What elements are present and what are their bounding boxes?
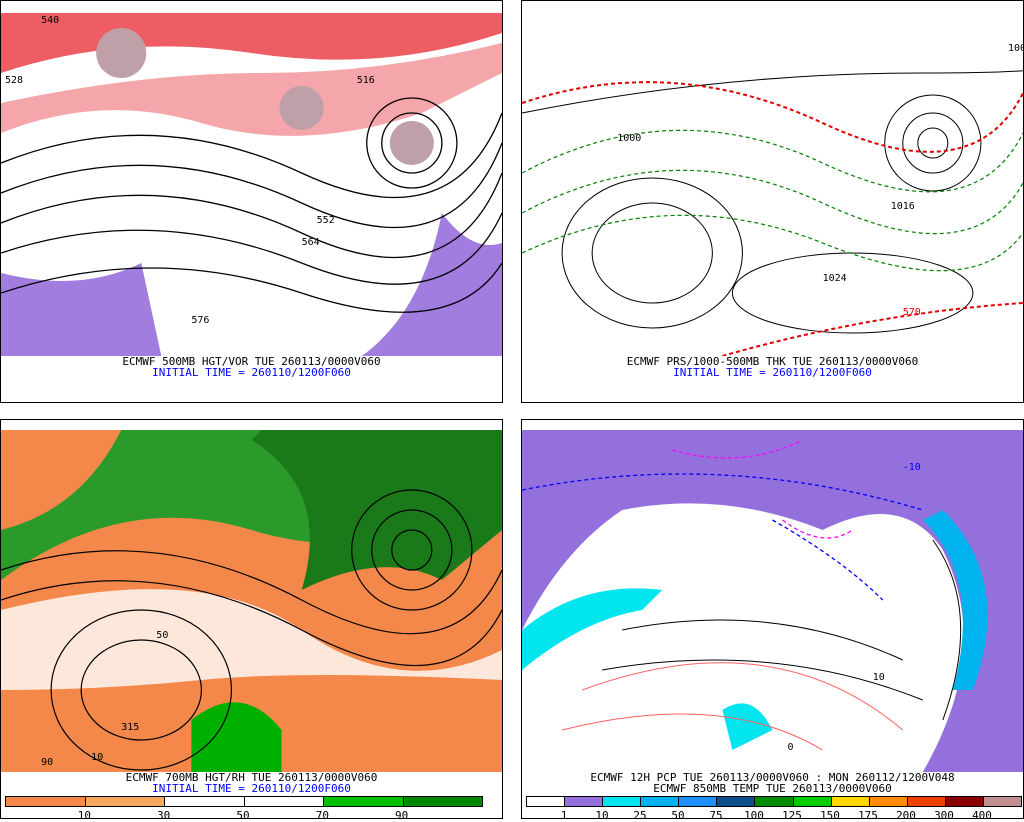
colorbar-swatch (244, 797, 324, 806)
contour-label: 516 (357, 75, 375, 86)
panel-caption: ECMWF 500MB HGT/VOR TUE 260113/0000V060 (122, 355, 381, 368)
contour-label: -10 (903, 462, 921, 473)
contour-label: 564 (302, 237, 320, 248)
contour-label: 528 (5, 75, 23, 86)
colorbar-label: 30 (157, 809, 171, 822)
colorbar-swatch (755, 797, 794, 806)
colorbar-label: 1 (560, 809, 568, 822)
colorbar-swatch (717, 797, 756, 806)
contour-label: 10 (873, 672, 885, 683)
colorbar-label: 125 (782, 809, 802, 822)
contour-label: 1016 (891, 201, 915, 212)
colorbar-label: 70 (315, 809, 329, 822)
colorbar-label: 150 (820, 809, 840, 822)
colorbar-label: 50 (236, 809, 250, 822)
colorbar-label: 10 (595, 809, 609, 822)
initial-time: INITIAL TIME = 260110/1200F060 (152, 782, 351, 795)
initial-time: INITIAL TIME = 260110/1200F060 (673, 366, 872, 379)
colorbar-swatch (869, 797, 908, 806)
colorbar-swatch (983, 797, 1022, 806)
colorbar-label: 100 (744, 809, 764, 822)
contour-label: 540 (41, 15, 59, 26)
colorbar-swatch (907, 797, 946, 806)
panel-caption: ECMWF 700MB HGT/RH TUE 260113/0000V060 (125, 771, 378, 784)
contour-label: 1024 (823, 273, 847, 284)
panel-precip-850temp: -10 0 10 ECMWF 12H PCP TUE 260113/0000V0… (521, 419, 1024, 822)
colorbar-swatch (403, 797, 482, 806)
colorbar-swatch (6, 797, 86, 806)
precip-colorbar (526, 796, 1022, 807)
colorbar-swatch (85, 797, 165, 806)
contour-label: 552 (317, 215, 335, 226)
colorbar-swatch (165, 797, 245, 806)
contour-label: 1000 (617, 133, 641, 144)
panel-pressure-thickness: 1000 1008 1016 1024 570 ECMWF PRS/1000-5… (521, 0, 1024, 403)
contour-label: 50 (156, 630, 168, 641)
colorbar-label: 25 (633, 809, 647, 822)
contour-label: 1008 (1008, 43, 1023, 54)
contour-label: 315 (121, 722, 139, 733)
colorbar-swatch (565, 797, 604, 806)
precip-colorbar-labels: 1 10 25 50 75 100 125 150 175 200 300 400 (526, 809, 1020, 822)
colorbar-swatch (679, 797, 718, 806)
colorbar-label: 10 (77, 809, 91, 822)
colorbar-swatch (527, 797, 566, 806)
panel-caption: ECMWF 12H PCP TUE 260113/0000V060 : MON … (590, 771, 955, 784)
panel-700mb-rh: 315 50 10 90 ECMWF 700MB HGT/RH TUE 2601… (0, 419, 503, 822)
contour-label: 10 (91, 752, 103, 763)
colorbar-label: 400 (972, 809, 992, 822)
colorbar-swatch (831, 797, 870, 806)
panel-500mb-vorticity: 540 528 516 564 576 552 ECMWF 500MB HGT/… (0, 0, 503, 403)
map-500mb: 540 528 516 564 576 552 (1, 13, 502, 356)
colorbar-label: 200 (896, 809, 916, 822)
contour-label: 0 (788, 742, 794, 753)
colorbar-swatch (793, 797, 832, 806)
colorbar-label: 175 (858, 809, 878, 822)
panel-caption-2: ECMWF 850MB TEMP TUE 260113/0000V060 (653, 782, 892, 795)
map-700mb-rh: 315 50 10 90 (1, 430, 502, 772)
colorbar-swatch (324, 797, 404, 806)
colorbar-swatch (641, 797, 680, 806)
contour-label: 576 (191, 315, 209, 326)
rh-colorbar (5, 796, 483, 807)
panel-caption: ECMWF PRS/1000-500MB THK TUE 260113/0000… (626, 355, 919, 368)
colorbar-label: 50 (671, 809, 685, 822)
initial-time: INITIAL TIME = 260110/1200F060 (152, 366, 351, 379)
contour-label: 90 (41, 757, 53, 768)
map-precip-850temp: -10 0 10 (522, 430, 1023, 772)
colorbar-swatch (603, 797, 642, 806)
colorbar-swatch (945, 797, 984, 806)
colorbar-label: 75 (709, 809, 723, 822)
map-pressure-thickness: 1000 1008 1016 1024 570 (522, 13, 1023, 356)
rh-colorbar-labels: 10 30 50 70 90 (5, 809, 481, 822)
colorbar-label: 300 (934, 809, 954, 822)
colorbar-label: 90 (395, 809, 409, 822)
contour-label: 570 (903, 307, 921, 318)
